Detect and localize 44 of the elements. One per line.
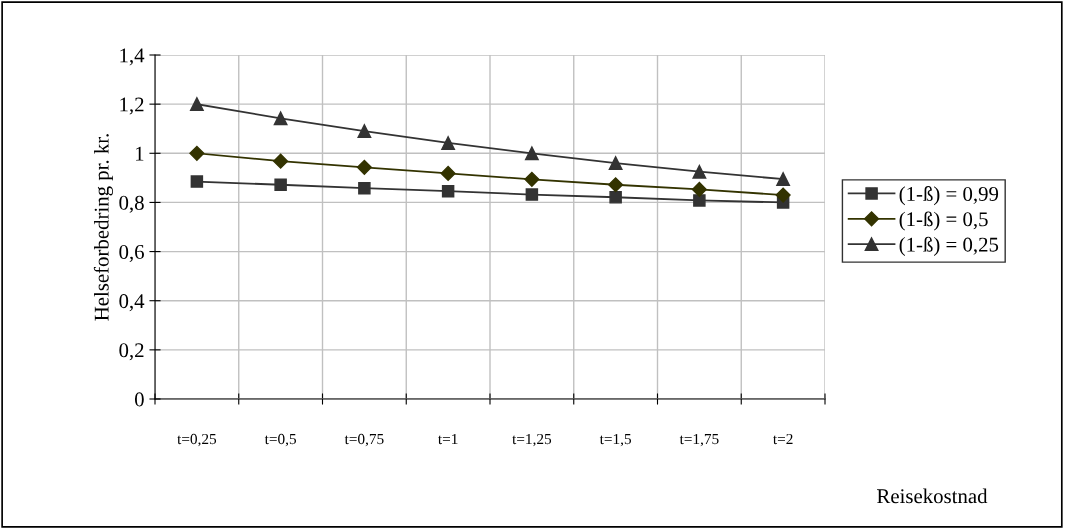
point bbox=[609, 191, 622, 204]
y-tick-label: 0,6 bbox=[119, 244, 144, 262]
point bbox=[693, 194, 706, 207]
legend-label: (1-ß) = 0,5 bbox=[899, 211, 988, 231]
point bbox=[692, 164, 707, 179]
point bbox=[356, 159, 372, 175]
point bbox=[524, 171, 540, 187]
x-tick-label: t=1,5 bbox=[599, 433, 632, 447]
point bbox=[524, 146, 539, 161]
point bbox=[441, 136, 456, 150]
x-tick-label: t=1,75 bbox=[679, 433, 719, 447]
point bbox=[775, 187, 791, 203]
x-tick-label: t=2 bbox=[773, 433, 793, 445]
x-axis-title: Reisekostnad bbox=[877, 488, 988, 504]
legend-label: (1-ß) = 0,99 bbox=[899, 186, 999, 206]
point bbox=[608, 156, 623, 171]
y-tick-label: 1 bbox=[136, 146, 144, 161]
point bbox=[189, 97, 204, 112]
y-tick-label: 1,2 bbox=[120, 97, 144, 115]
point bbox=[273, 111, 288, 126]
point bbox=[358, 181, 371, 195]
point bbox=[190, 175, 204, 188]
point bbox=[608, 177, 624, 193]
y-tick-label: 0,8 bbox=[119, 195, 144, 213]
y-tick-label: 0 bbox=[134, 392, 144, 407]
y-tick-label: 0,4 bbox=[119, 294, 145, 312]
point bbox=[357, 124, 372, 139]
x-tick-label: t=0,5 bbox=[264, 433, 297, 447]
x-tick-label: t=1,25 bbox=[512, 433, 552, 447]
x-tick-label: t=0,25 bbox=[177, 433, 217, 447]
y-axis-title: Helseforbedring pr. kr. bbox=[93, 134, 113, 321]
point bbox=[525, 188, 539, 201]
point bbox=[189, 145, 205, 161]
point bbox=[273, 153, 289, 169]
point bbox=[776, 172, 791, 187]
point bbox=[440, 165, 456, 182]
legend-label: (1-ß) = 0,25 bbox=[899, 236, 999, 256]
x-tick-label: t=0,75 bbox=[344, 433, 384, 447]
point bbox=[441, 184, 455, 198]
y-tick-label: 1,4 bbox=[120, 48, 145, 66]
point bbox=[274, 178, 287, 191]
point bbox=[691, 181, 707, 197]
x-tick-label: t=1 bbox=[438, 433, 458, 445]
y-tick-label: 0,2 bbox=[119, 343, 144, 361]
